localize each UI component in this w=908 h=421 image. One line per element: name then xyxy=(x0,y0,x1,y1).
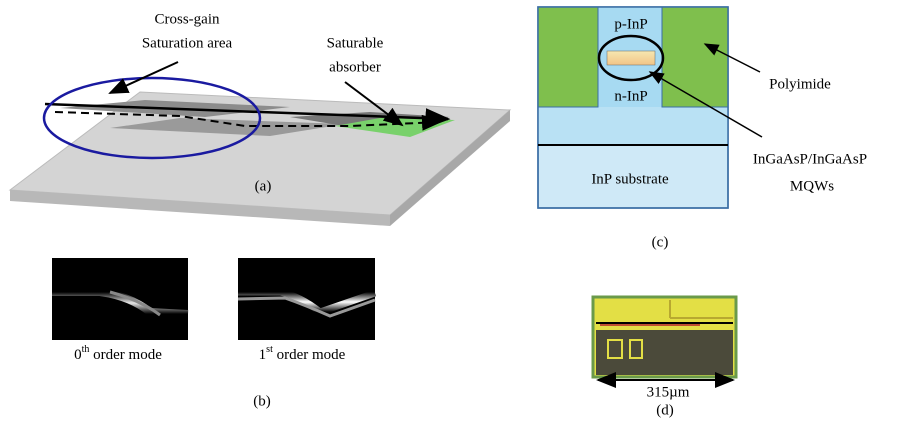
panel-c: p-InP n-InP InP substrate Polyimide InGa… xyxy=(538,7,867,250)
panel-label: (a) xyxy=(255,178,272,194)
layer-label: Polyimide xyxy=(769,76,831,92)
mode-caption: 0th order mode xyxy=(74,344,162,363)
layer-label: InP substrate xyxy=(591,171,669,187)
panel-b: 0th order mode 1st order mode (b) xyxy=(52,258,375,409)
callout-text: Cross-gain xyxy=(155,11,220,27)
figure: Cross-gain Saturation area Saturable abs… xyxy=(0,0,908,421)
layer-label: p-InP xyxy=(614,16,647,32)
callout-text: Saturation area xyxy=(142,35,233,51)
layer-label: n-InP xyxy=(614,88,647,104)
layer-label: InGaAsP/InGaAsP xyxy=(753,151,867,167)
panel-d: 315µm (d) xyxy=(593,297,736,418)
page: {"panels":{ "a":{"label":"(a)","callout1… xyxy=(0,0,908,421)
layer-label: MQWs xyxy=(790,178,834,194)
mode-caption: 1st order mode xyxy=(259,344,346,363)
callout-text: absorber xyxy=(329,59,381,75)
callout-text: Saturable xyxy=(327,35,384,51)
panel-label: (c) xyxy=(652,234,669,250)
panel-label: (d) xyxy=(656,402,674,418)
panel-a: Cross-gain Saturation area Saturable abs… xyxy=(10,11,510,226)
panel-label: (b) xyxy=(253,393,271,409)
scale-label: 315µm xyxy=(647,384,690,400)
